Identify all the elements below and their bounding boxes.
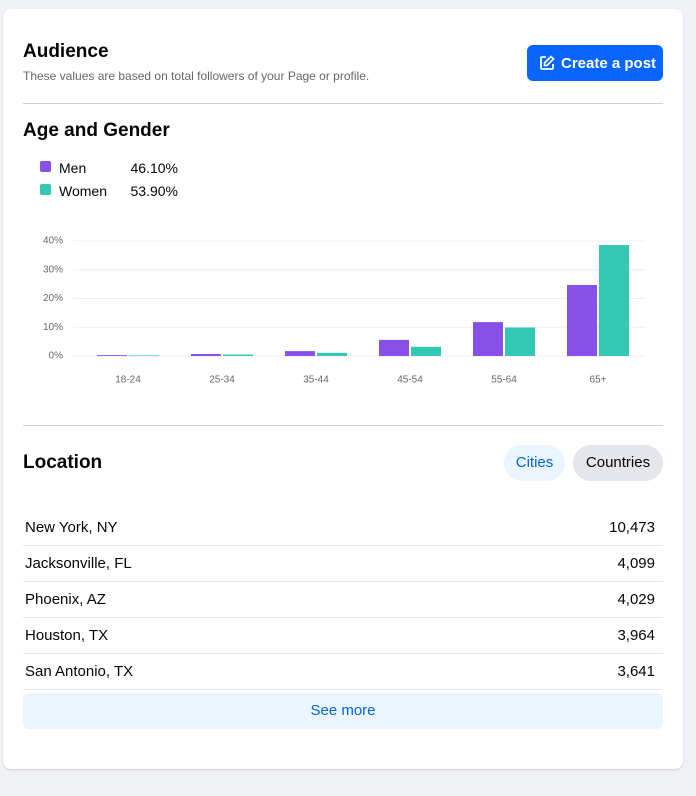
- location-row: Houston, TX 3,964: [23, 617, 663, 654]
- x-tick-label: 35-44: [303, 375, 329, 386]
- bar: [191, 353, 221, 356]
- city-name: Houston, TX: [25, 627, 109, 644]
- y-tick-label: 30%: [43, 264, 63, 275]
- x-tick-label: 65+: [590, 375, 607, 386]
- legend-share: 46.10%: [130, 160, 178, 176]
- divider: [23, 425, 663, 426]
- y-tick-label: 20%: [43, 293, 63, 304]
- follower-count: 3,641: [617, 663, 655, 680]
- create-post-button[interactable]: Create a post: [527, 45, 663, 81]
- legend-label: Women: [59, 183, 107, 199]
- city-name: New York, NY: [25, 519, 118, 536]
- location-title: Location: [23, 452, 103, 473]
- follower-count: 4,029: [617, 591, 655, 608]
- legend-swatch: [40, 184, 51, 195]
- edit-icon: [540, 55, 555, 70]
- cities-tab[interactable]: Cities: [504, 445, 565, 481]
- bar: [223, 354, 253, 356]
- location-row: Phoenix, AZ 4,029: [23, 581, 663, 618]
- bar: [473, 322, 503, 356]
- city-name: Phoenix, AZ: [25, 591, 106, 608]
- follower-count: 4,099: [617, 555, 655, 572]
- subtitle: These values are based on total follower…: [23, 69, 370, 83]
- x-tick-label: 55-64: [491, 375, 517, 386]
- bar: [97, 355, 127, 356]
- bar: [129, 355, 159, 356]
- card: [3, 9, 683, 769]
- bar: [317, 352, 347, 356]
- chart-title: Age and Gender: [23, 120, 170, 141]
- bar: [379, 339, 409, 356]
- button-label: Create a post: [561, 55, 657, 72]
- location-row: New York, NY 10,473: [23, 509, 663, 546]
- y-tick-label: 40%: [43, 236, 63, 247]
- divider: [23, 103, 663, 104]
- title: Audience: [23, 41, 109, 62]
- bar: [599, 245, 629, 356]
- legend-label: Men: [59, 160, 87, 176]
- legend-share: 53.90%: [130, 183, 178, 199]
- bar: [411, 346, 441, 356]
- follower-count: 3,964: [617, 627, 655, 644]
- location-row: San Antonio, TX 3,641: [23, 653, 663, 690]
- x-tick-label: 18-24: [115, 375, 141, 386]
- city-name: Jacksonville, FL: [25, 555, 132, 572]
- location-row: Jacksonville, FL 4,099: [23, 545, 663, 582]
- follower-count: 10,473: [609, 519, 655, 536]
- bar: [285, 351, 315, 356]
- legend-swatch: [40, 161, 51, 172]
- y-tick-label: 10%: [43, 322, 63, 333]
- countries-tab[interactable]: Countries: [573, 445, 663, 481]
- y-tick-label: 0%: [49, 351, 64, 362]
- x-tick-label: 25-34: [209, 375, 235, 386]
- bar: [567, 284, 597, 356]
- bar: [505, 327, 535, 356]
- see-more-button[interactable]: See more: [23, 693, 663, 729]
- city-name: San Antonio, TX: [25, 663, 134, 680]
- x-tick-label: 45-54: [397, 375, 423, 386]
- chart: 0% 10% 20% 30% 40% 18-24 25-34 35-44 45-54 55-64 6…: [43, 236, 645, 386]
